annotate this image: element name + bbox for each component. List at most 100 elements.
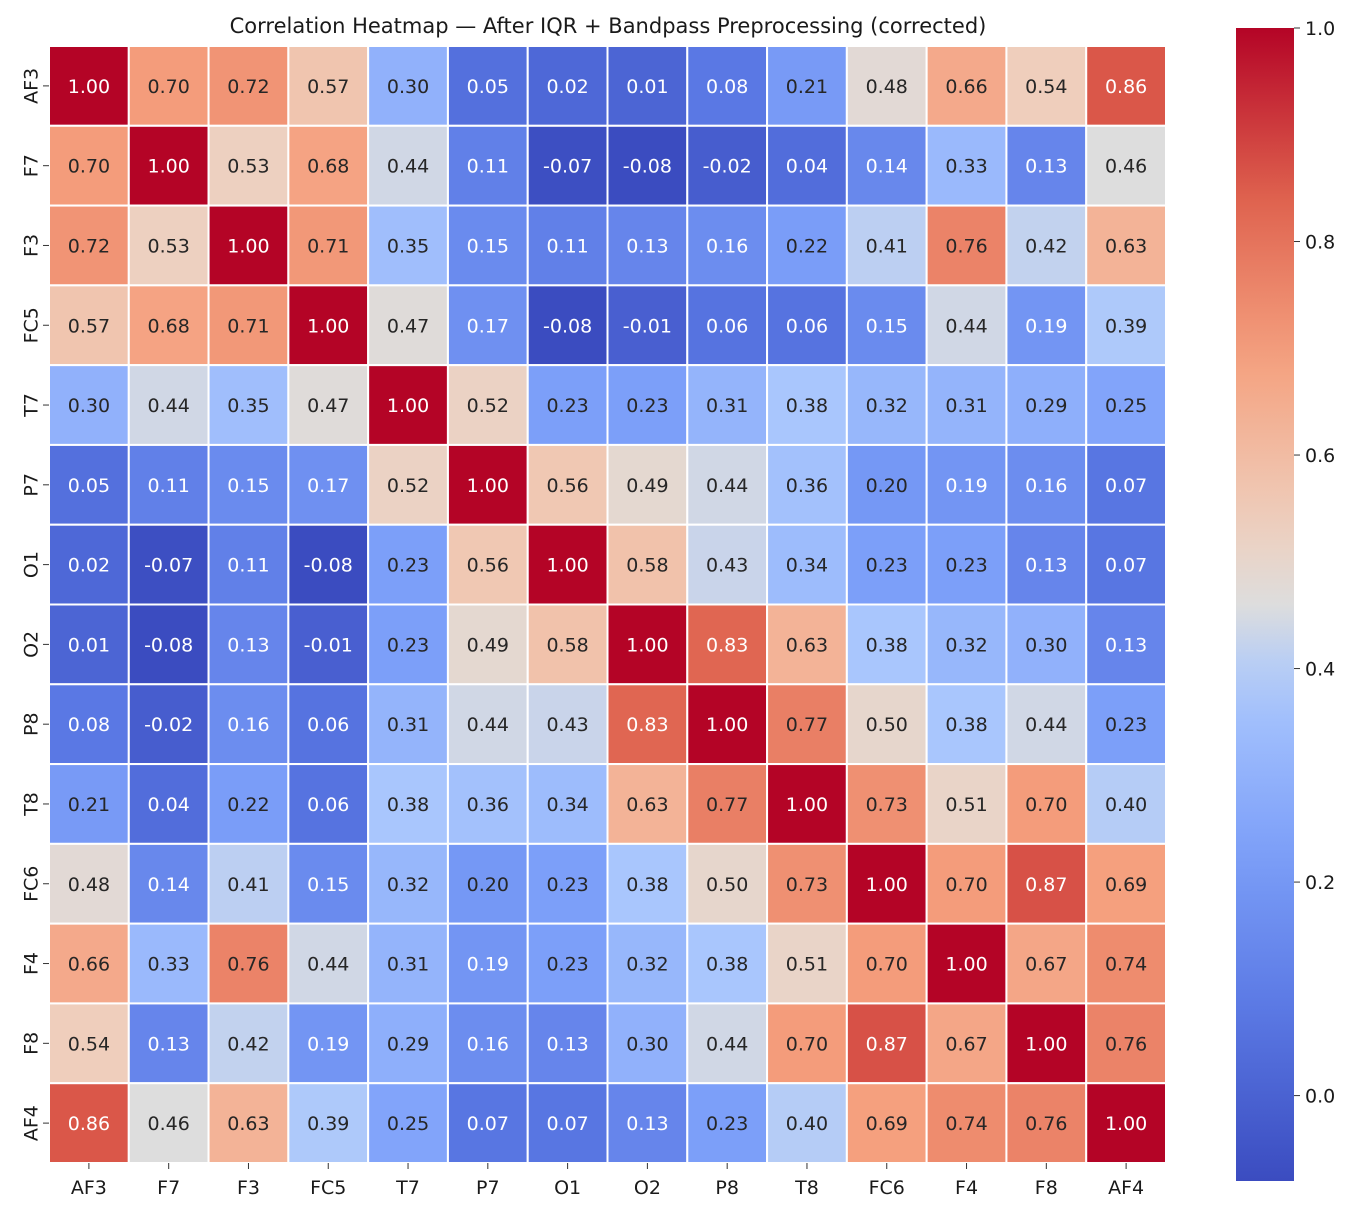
heatmap-cell: [1005, 124, 1088, 207]
heatmap-cell: [686, 443, 769, 526]
cell-value-label: 0.83: [626, 714, 668, 736]
cell-value-label: 0.23: [626, 395, 668, 417]
cell-value-label: 0.54: [1025, 76, 1067, 98]
heatmap-cell: [287, 683, 370, 766]
y-tick-label: T8: [21, 792, 43, 817]
cell-value-label: 0.63: [786, 634, 828, 656]
heatmap-cell: [686, 603, 769, 686]
heatmap-cell: [845, 284, 928, 367]
cell-value-label: 0.44: [706, 475, 748, 497]
heatmap-cell: [1085, 284, 1167, 367]
heatmap-cell: [925, 922, 1008, 1005]
cell-value-label: 0.34: [546, 794, 588, 816]
cell-value-label: 0.13: [1025, 156, 1067, 178]
heatmap-cell: [606, 683, 689, 766]
cell-value-label: 0.38: [786, 395, 828, 417]
cell-value-label: 0.21: [786, 76, 828, 98]
heatmap-cell: [925, 523, 1008, 606]
cell-value-label: 0.41: [866, 235, 908, 257]
heatmap-cell: [207, 364, 290, 446]
cell-value-label: 0.50: [866, 714, 908, 736]
x-tick-label: P8: [715, 1177, 739, 1199]
y-tick-label: O2: [21, 631, 43, 658]
cell-value-label: 0.70: [786, 1033, 828, 1055]
cell-value-label: 0.19: [1025, 315, 1067, 337]
cell-value-label: 0.44: [387, 156, 429, 178]
cell-value-label: 0.73: [866, 794, 908, 816]
cell-value-label: 0.30: [68, 395, 110, 417]
cell-value-label: 0.23: [387, 555, 429, 577]
cell-value-label: 0.74: [945, 1113, 987, 1135]
x-tick-label: F7: [157, 1177, 180, 1199]
cell-value-label: 0.15: [227, 475, 269, 497]
heatmap-cell: [606, 763, 689, 845]
cell-value-label: 0.38: [626, 874, 668, 896]
heatmap-cell: [287, 603, 370, 686]
cell-value-label: 0.11: [148, 475, 190, 497]
cell-value-label: 0.77: [706, 794, 748, 816]
cell-value-label: 0.68: [307, 156, 349, 178]
heatmap-cell: [367, 124, 449, 207]
x-tick-label: T7: [395, 1177, 420, 1199]
heatmap-cell: [925, 204, 1008, 287]
cell-value-label: 0.35: [387, 235, 429, 257]
cell-value-label: 0.17: [307, 475, 349, 497]
colorbar-tick-label: 1.0: [1305, 18, 1335, 40]
heatmap-cell: [1005, 284, 1088, 367]
cell-value-label: 0.44: [467, 714, 509, 736]
heatmap-cell: [686, 1082, 769, 1164]
heatmap-cell: [367, 603, 449, 686]
cell-value-label: 0.57: [307, 76, 349, 98]
heatmap-cell: [367, 842, 449, 925]
x-tick-label: F3: [237, 1177, 260, 1199]
heatmap-cell: [1085, 443, 1167, 526]
heatmap-cell: [925, 443, 1008, 526]
cell-value-label: 0.48: [68, 874, 110, 896]
x-tick-label: O2: [634, 1177, 661, 1199]
cell-value-label: 0.56: [546, 475, 588, 497]
heatmap-cell: [207, 842, 290, 925]
heatmap-cell: [446, 1082, 529, 1164]
cell-value-label: 0.31: [387, 714, 429, 736]
cell-value-label: 0.19: [945, 475, 987, 497]
cell-value-label: 0.11: [467, 156, 509, 178]
cell-value-label: 0.40: [1105, 794, 1147, 816]
cell-value-label: 1.00: [786, 794, 828, 816]
cell-value-label: 0.41: [227, 874, 269, 896]
cell-value-label: 0.48: [866, 76, 908, 98]
cell-value-label: 0.63: [626, 794, 668, 816]
cell-value-label: 0.11: [546, 235, 588, 257]
heatmap-cell: [526, 603, 609, 686]
cell-value-label: 0.69: [866, 1113, 908, 1135]
cell-value-label: 0.47: [307, 395, 349, 417]
heatmap-cell: [48, 763, 130, 845]
heatmap-cell: [1085, 603, 1167, 686]
colorbar-tick-label: 0.6: [1305, 445, 1335, 467]
cell-value-label: 0.16: [227, 714, 269, 736]
cell-value-label: 0.74: [1105, 954, 1147, 976]
cell-value-label: 0.70: [148, 76, 190, 98]
heatmap-cell: [446, 45, 529, 127]
heatmap-cell: [686, 124, 769, 207]
cell-value-label: 0.42: [227, 1033, 269, 1055]
heatmap-cell: [1085, 683, 1167, 766]
cell-value-label: 0.70: [945, 874, 987, 896]
heatmap-cell: [526, 124, 609, 207]
heatmap-cell: [207, 284, 290, 367]
x-tick-label: T8: [794, 1177, 819, 1199]
heatmap-cell: [766, 842, 848, 925]
y-axis-ticks: AF3 F7 F3 FC5 T7 P7 O1 O2 P8 T8 FC6 F4 F8 AF4: [21, 68, 49, 1141]
cell-value-label: 0.15: [307, 874, 349, 896]
heatmap-cell: [845, 1082, 928, 1164]
cell-value-label: 0.06: [307, 714, 349, 736]
cell-value-label: 0.19: [467, 954, 509, 976]
cell-value-label: 0.44: [945, 315, 987, 337]
x-tick-label: F4: [955, 1177, 978, 1199]
cell-value-label: 0.44: [148, 395, 190, 417]
cell-value-label: 0.07: [1105, 555, 1147, 577]
cell-value-label: 0.46: [1105, 156, 1147, 178]
heatmap-cell: [48, 204, 130, 287]
cell-value-label: -0.07: [144, 555, 193, 577]
heatmap-cell: [845, 443, 928, 526]
